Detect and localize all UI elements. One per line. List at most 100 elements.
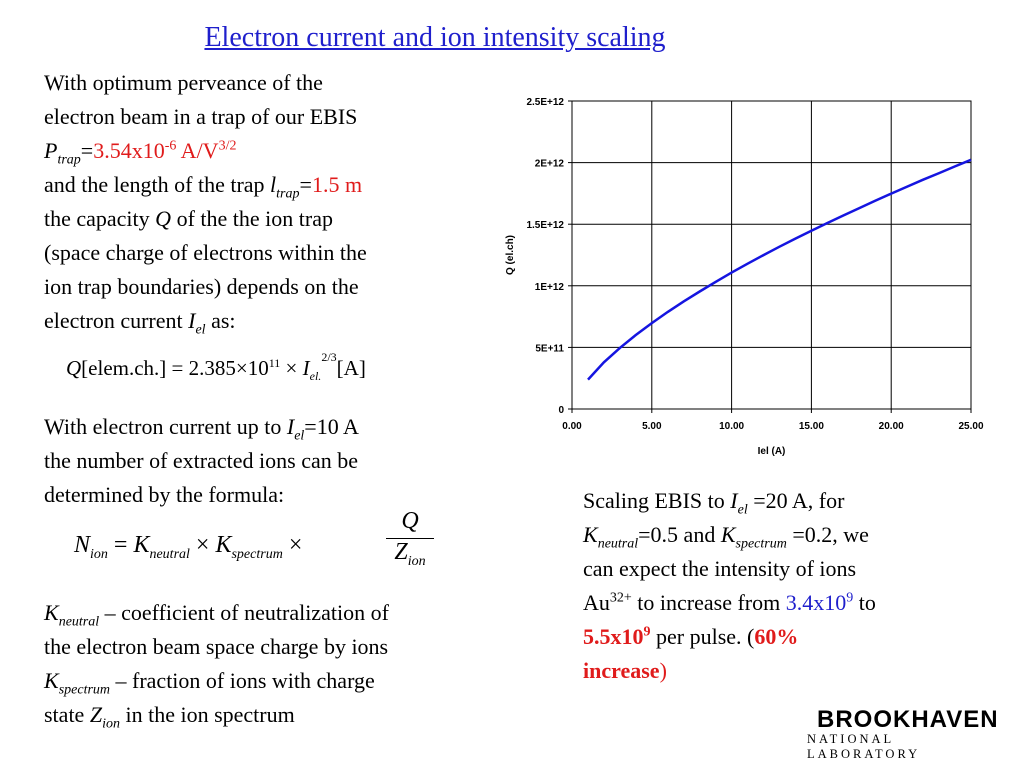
- formula-exponent: 11: [268, 356, 281, 370]
- text-fragment: of the the ion trap: [171, 206, 333, 231]
- x-tick-label: 0.00: [562, 421, 582, 432]
- formula-n-subscript: ion: [90, 546, 108, 562]
- charge-state: 32+: [609, 590, 632, 606]
- y-axis-label: Q (el.ch): [505, 235, 516, 275]
- right-conclusion-text: Scaling EBIS to Iel =20 A, for Kneutral=…: [583, 484, 1003, 688]
- text-line: can expect the intensity of ions: [583, 556, 857, 581]
- left-bottom-text: Kneutral – coefficient of neutralization…: [44, 596, 514, 732]
- formula-k-neutral-subscript: neutral: [149, 546, 190, 562]
- text-fragment: =10 A: [304, 414, 359, 439]
- coefficients-line: Kneutral=0.5 and Kspectrum =0.2, we: [583, 518, 1003, 552]
- text-fragment: electron current: [44, 308, 189, 333]
- fraction-bar: [386, 538, 434, 539]
- fraction-denominator-subscript: ion: [407, 553, 426, 569]
- text-fragment: =20 A, for: [747, 488, 845, 513]
- k-subscript: spectrum: [735, 536, 787, 552]
- logo-bottom-text: NATIONAL LABORATORY: [807, 732, 921, 761]
- z-subscript: ion: [102, 716, 120, 732]
- text-line: the electron beam space charge by ions: [44, 634, 389, 659]
- l-subscript: trap: [276, 186, 300, 202]
- x-tick-label: 15.00: [799, 421, 824, 432]
- slide-title: Electron current and ion intensity scali…: [204, 22, 666, 53]
- fraction: Q Zion: [386, 508, 434, 569]
- x-axis-label: Iel (A): [758, 446, 786, 457]
- formula-body: [elem.ch.] = 2.385×10: [81, 356, 269, 380]
- text-fragment: =0.2, we: [786, 522, 869, 547]
- text-fragment: Scaling EBIS to: [583, 488, 731, 513]
- y-tick-label: 1.5E+12: [526, 220, 564, 231]
- increase-word-line: increase): [583, 654, 1003, 688]
- text-fragment: to: [853, 590, 876, 615]
- increase-word: increase: [583, 658, 660, 683]
- series-line: [587, 158, 972, 381]
- k-neutral-definition: Kneutral – coefficient of neutralization…: [44, 596, 514, 630]
- y-tick-label: 2E+12: [535, 159, 565, 170]
- perveance-value: 3.54x10: [93, 138, 165, 163]
- formula-k-spectrum: K: [215, 532, 232, 558]
- to-exponent: 9: [643, 624, 651, 640]
- formula-times: ×: [280, 356, 303, 380]
- x-tick-label: 20.00: [879, 421, 904, 432]
- capacity-line: the capacity Q of the the ion trap: [44, 202, 484, 236]
- formula-q: Q: [66, 356, 82, 380]
- text-fragment: – coefficient of neutralization of: [99, 600, 389, 625]
- from-exponent: 9: [846, 590, 854, 606]
- i-subscript: el: [195, 322, 206, 338]
- logo-top-text: BROOKHAVEN: [817, 706, 999, 733]
- text-fragment: With electron current up to: [44, 414, 287, 439]
- formula-power: 2/3: [321, 350, 337, 364]
- i-symbol: I: [188, 308, 196, 333]
- k-spectrum-definition: Kspectrum – fraction of ions with charge: [44, 664, 514, 698]
- k-subscript: spectrum: [58, 682, 111, 698]
- current-line: electron current Iel as:: [44, 304, 484, 338]
- formula-times: ×: [282, 532, 303, 558]
- k-symbol: K: [44, 668, 59, 693]
- left-top-text: With optimum perveance of the electron b…: [44, 66, 484, 338]
- y-tick-label: 5E+11: [535, 343, 564, 354]
- fraction-numerator: Q: [401, 508, 419, 534]
- capacity-chart: 0.00 5.00 10.00 15.00 20.00 25.00 0 5E+11 1E+12 1…: [505, 97, 984, 457]
- y-tick-label: 2.5E+12: [526, 97, 564, 108]
- text-line: the number of extracted ions can be: [44, 448, 358, 473]
- k-subscript: neutral: [597, 536, 639, 552]
- formula-equals: =: [107, 532, 134, 558]
- fraction-denominator: Z: [394, 539, 408, 565]
- plot-area: [571, 100, 972, 410]
- text-fragment: per pulse. (: [650, 624, 755, 649]
- trap-length-value: 1.5 m: [311, 172, 363, 197]
- x-tick-label: 25.00: [958, 421, 983, 432]
- to-value: 5.5x10: [583, 624, 644, 649]
- text-fragment: to increase from: [631, 590, 786, 615]
- text-fragment: and the length of the trap: [44, 172, 271, 197]
- i-subscript: el: [294, 428, 305, 444]
- text-line: With optimum perveance of the: [44, 70, 323, 95]
- left-mid-text: With electron current up to Iel=10 A the…: [44, 410, 494, 512]
- k-symbol: K: [583, 522, 598, 547]
- z-symbol: Z: [89, 702, 103, 727]
- current-limit-line: With electron current up to Iel=10 A: [44, 410, 494, 444]
- text-fragment: Au: [583, 590, 610, 615]
- formula-unit: [A]: [336, 356, 366, 380]
- y-tick-label: 0: [558, 405, 564, 416]
- perveance-exponent: -6: [164, 138, 177, 154]
- increase-line: Au32+ to increase from 3.4x109 to: [583, 586, 1003, 620]
- k-symbol: K: [720, 522, 736, 547]
- k-symbol: K: [44, 600, 59, 625]
- equals: =: [299, 172, 312, 197]
- i-symbol: I: [730, 488, 738, 513]
- formula-i: I: [302, 356, 310, 380]
- p-symbol: P: [44, 138, 58, 163]
- l-symbol: l: [270, 172, 277, 197]
- text-line: ion trap boundaries) depends on the: [44, 274, 359, 299]
- text-fragment: state: [44, 702, 90, 727]
- formula-k-spectrum-subscript: spectrum: [231, 546, 283, 562]
- scaling-line: Scaling EBIS to Iel =20 A, for: [583, 484, 1003, 518]
- ion-number-formula: Nion = Kneutral × Kspectrum × Q Zion: [74, 508, 454, 594]
- text-fragment: as:: [205, 308, 236, 333]
- from-value: 3.4x10: [785, 590, 847, 615]
- trap-length-line: and the length of the trap ltrap=1.5 m: [44, 168, 484, 202]
- result-line: 5.5x109 per pulse. (60%: [583, 620, 1003, 654]
- formula-n: N: [74, 532, 91, 558]
- q-symbol: Q: [155, 206, 172, 231]
- brookhaven-logo: BROOKHAVEN NATIONAL LABORATORY: [805, 706, 1010, 761]
